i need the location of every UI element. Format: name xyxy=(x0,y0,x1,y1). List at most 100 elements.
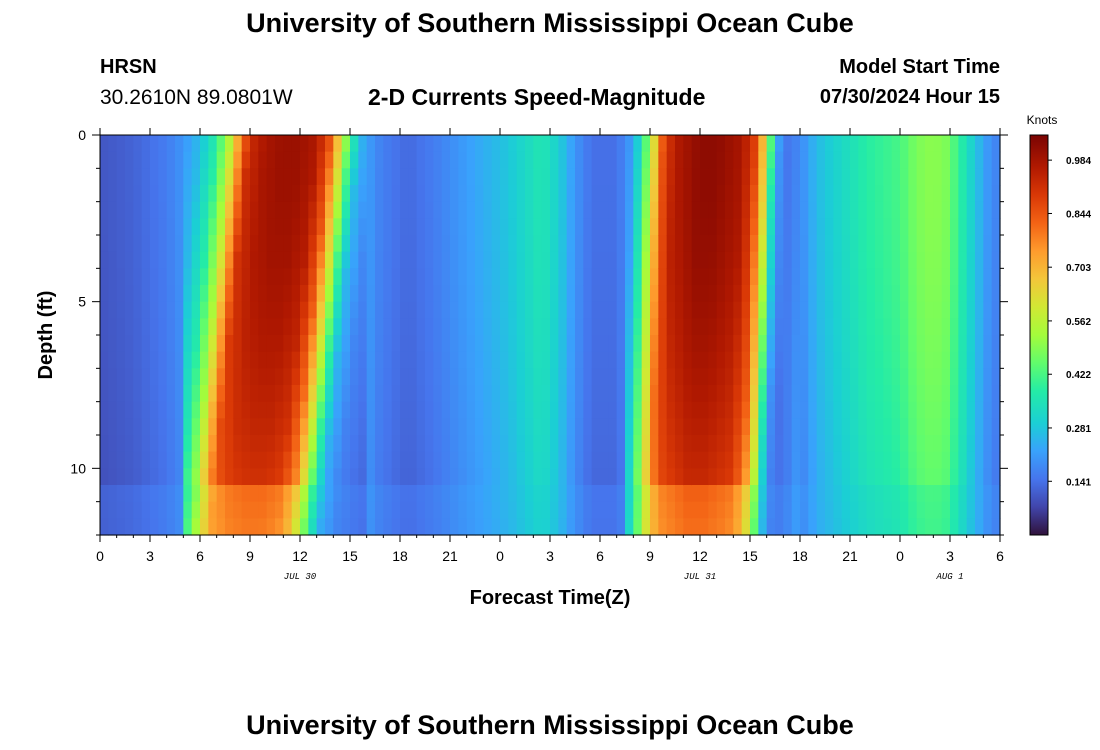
heatmap-cell xyxy=(608,385,618,403)
heatmap-cell xyxy=(291,468,301,486)
heatmap-cell xyxy=(550,435,559,453)
heatmap-cell xyxy=(433,501,443,519)
heatmap-cell xyxy=(183,485,193,503)
heatmap-cell xyxy=(683,518,693,536)
heatmap-cell xyxy=(358,435,368,453)
heatmap-cell xyxy=(108,401,118,419)
heatmap-cell xyxy=(191,168,201,186)
heatmap-cell xyxy=(316,135,326,153)
heatmap-cell xyxy=(383,268,393,286)
heatmap-cell xyxy=(166,518,176,536)
heatmap-cell xyxy=(925,518,934,536)
heatmap-cell xyxy=(616,485,626,503)
heatmap-cell xyxy=(308,351,318,369)
heatmap-cell xyxy=(808,435,818,453)
heatmap-cell xyxy=(608,518,618,536)
heatmap-cell xyxy=(983,451,993,469)
heatmap-cell xyxy=(291,251,301,269)
heatmap-cell xyxy=(983,235,993,253)
heatmap-cell xyxy=(950,368,959,386)
heatmap-cell xyxy=(783,301,793,319)
heatmap-cell xyxy=(691,518,701,536)
heatmap-cell xyxy=(833,385,843,403)
heatmap-cell xyxy=(900,251,909,269)
heatmap-cell xyxy=(458,318,468,336)
heatmap-cell xyxy=(250,401,259,419)
heatmap-cell xyxy=(658,485,668,503)
heatmap-cell xyxy=(666,335,676,353)
heatmap-cell xyxy=(400,335,409,353)
heatmap-cell xyxy=(175,318,184,336)
heatmap-cell xyxy=(783,135,793,153)
heatmap-cell xyxy=(133,335,143,353)
heatmap-cell xyxy=(850,401,859,419)
heatmap-cell xyxy=(666,518,676,536)
heatmap-cell xyxy=(733,518,743,536)
heatmap-cell xyxy=(733,468,743,486)
heatmap-cell xyxy=(400,318,409,336)
heatmap-cell xyxy=(341,201,351,219)
heatmap-cell xyxy=(233,351,243,369)
heatmap-cell xyxy=(916,318,926,336)
heatmap-cell xyxy=(458,368,468,386)
heatmap-cell xyxy=(333,485,343,503)
heatmap-cell xyxy=(950,435,959,453)
heatmap-cell xyxy=(216,251,226,269)
heatmap-cell xyxy=(766,418,776,436)
heatmap-cell xyxy=(858,201,868,219)
heatmap-cell xyxy=(508,468,518,486)
heatmap-cell xyxy=(475,501,484,519)
heatmap-cell xyxy=(658,435,668,453)
heatmap-cell xyxy=(725,335,734,353)
heatmap-cell xyxy=(908,168,918,186)
heatmap-cell xyxy=(875,335,884,353)
heatmap-cell xyxy=(391,468,401,486)
heatmap-cell xyxy=(141,201,151,219)
heatmap-cell xyxy=(433,268,443,286)
heatmap-cell xyxy=(691,335,701,353)
heatmap-cell xyxy=(400,385,409,403)
heatmap-cell xyxy=(541,235,551,253)
heatmap-cell xyxy=(866,318,876,336)
heatmap-cell xyxy=(491,301,501,319)
heatmap-cell xyxy=(533,268,543,286)
heatmap-cell xyxy=(433,135,443,153)
heatmap-cell xyxy=(591,351,601,369)
heatmap-cell xyxy=(525,285,534,303)
heatmap-cell xyxy=(683,185,693,203)
heatmap-cell xyxy=(625,435,634,453)
heatmap-cell xyxy=(491,468,501,486)
heatmap-cell xyxy=(666,318,676,336)
heatmap-cell xyxy=(583,201,593,219)
heatmap-cell xyxy=(641,401,651,419)
heatmap-cell xyxy=(458,451,468,469)
heatmap-cell xyxy=(616,151,626,169)
heatmap-cell xyxy=(341,351,351,369)
heatmap-cell xyxy=(983,268,993,286)
heatmap-cell xyxy=(175,401,184,419)
heatmap-cell xyxy=(758,485,768,503)
heatmap-cell xyxy=(416,418,426,436)
heatmap-cell xyxy=(216,401,226,419)
heatmap-cell xyxy=(750,468,759,486)
heatmap-cell xyxy=(391,235,401,253)
heatmap-cell xyxy=(958,151,968,169)
heatmap-cell xyxy=(108,135,118,153)
heatmap-cell xyxy=(625,301,634,319)
heatmap-cell xyxy=(725,285,734,303)
heatmap-cell xyxy=(533,201,543,219)
heatmap-cell xyxy=(950,135,959,153)
heatmap-cell xyxy=(633,151,643,169)
heatmap-cell xyxy=(466,518,476,536)
heatmap-cell xyxy=(575,218,584,236)
heatmap-cell xyxy=(825,435,834,453)
heatmap-cell xyxy=(800,285,809,303)
heatmap-cell xyxy=(650,368,659,386)
heatmap-cell xyxy=(225,268,234,286)
heatmap-cell xyxy=(908,518,918,536)
heatmap-cell xyxy=(783,185,793,203)
heatmap-cell xyxy=(608,368,618,386)
heatmap-cell xyxy=(333,318,343,336)
heatmap-cell xyxy=(675,351,684,369)
heatmap-cell xyxy=(641,168,651,186)
